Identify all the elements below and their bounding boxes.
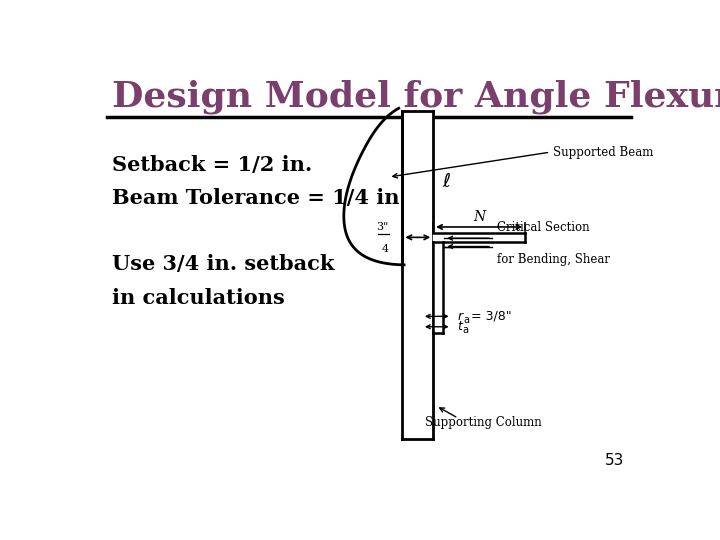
Text: 53: 53 [605, 453, 624, 468]
Text: Critical Section: Critical Section [498, 221, 590, 234]
Text: Use 3/4 in. setback: Use 3/4 in. setback [112, 254, 335, 274]
Text: N: N [473, 210, 485, 224]
Text: a: a [462, 325, 468, 335]
Text: Beam Tolerance = 1/4 in.: Beam Tolerance = 1/4 in. [112, 188, 408, 208]
Text: t: t [457, 320, 462, 333]
Text: Design Model for Angle Flexure: Design Model for Angle Flexure [112, 79, 720, 114]
Text: = 3/8": = 3/8" [467, 310, 511, 323]
Text: Supported Beam: Supported Beam [553, 146, 654, 159]
Text: a: a [463, 315, 469, 325]
Text: Setback = 1/2 in.: Setback = 1/2 in. [112, 154, 312, 174]
Text: $\ell$: $\ell$ [441, 172, 451, 191]
Text: in calculations: in calculations [112, 288, 285, 308]
Text: 4: 4 [382, 244, 389, 254]
Text: for Bending, Shear: for Bending, Shear [498, 253, 611, 266]
Text: 3": 3" [376, 222, 389, 232]
Text: r: r [457, 310, 462, 323]
Text: Supporting Column: Supporting Column [425, 416, 541, 429]
